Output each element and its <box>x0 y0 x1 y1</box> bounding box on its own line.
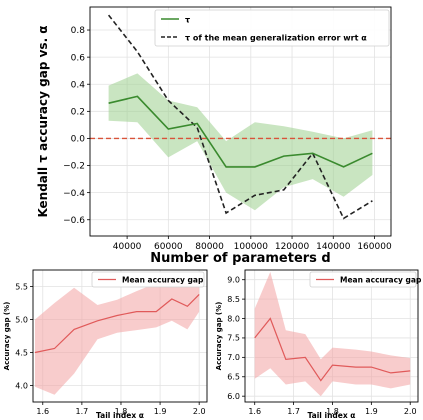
x-axis-label: Tail index α <box>308 411 356 420</box>
y-tick-label: 0.6 <box>71 53 86 63</box>
y-tick-label: −0.6 <box>63 216 85 226</box>
chart-panel-2: 1.6 1.7 1.8 1.9 2.0 4.0 4.5 5.0 5.5 Accuracy gap … <box>3 269 208 420</box>
y-axis-label: Accuracy gap (%) <box>3 302 11 371</box>
plot-area <box>254 271 411 397</box>
legend-box <box>309 271 417 288</box>
x-tick-label: 120000 <box>275 242 310 252</box>
y-tick-label: 5.0 <box>15 315 28 324</box>
y-tick-label: 7.0 <box>227 353 240 362</box>
x-tick-label: 60000 <box>154 242 183 252</box>
x-axis-label: Number of parameters d <box>150 251 331 266</box>
x-tick-label: 1.8 <box>326 407 339 416</box>
y-tick-label: −0.4 <box>63 189 85 199</box>
x-tick-label: 1.6 <box>248 407 261 416</box>
y-axis-label: Accuracy gap (%) <box>215 302 223 371</box>
y-tick-label: 6.0 <box>227 392 240 401</box>
series-line-2 <box>107 14 373 220</box>
legend-box <box>154 9 390 47</box>
y-tick-label: 4.5 <box>15 348 28 357</box>
chart-panel-1: 40000 60000 80000 100000 120000 140000 160000 −… <box>36 6 392 266</box>
x-tick-label: 1.6 <box>36 407 49 416</box>
y-tick-label: 0.8 <box>71 26 86 36</box>
series-line-1 <box>108 95 373 168</box>
chart-panel-3: 1.6 1.7 1.8 1.9 2.0 6.0 6.5 7.0 7.5 8.0 8.5 9.0 Accu… <box>215 269 422 420</box>
plot-area <box>34 278 200 395</box>
x-tick-label: 1.7 <box>76 407 89 416</box>
legend: Mean accuracy gap <box>309 271 422 288</box>
legend-entry-2: τ of the mean generalization error wrt α <box>185 34 367 43</box>
series-line-1 <box>254 317 411 382</box>
x-axis-label: Tail index α <box>96 411 144 420</box>
legend-box <box>91 271 205 288</box>
y-tick-label: 7.5 <box>227 334 240 343</box>
y-tick-label: 0.2 <box>71 107 85 117</box>
y-tick-label: 9.0 <box>227 276 240 285</box>
y-tick-label: 8.0 <box>227 314 240 323</box>
x-tick-label: 140000 <box>316 242 351 252</box>
y-tick-label: 4.0 <box>15 381 28 390</box>
series-line-1 <box>34 293 200 354</box>
y-tick-label: 5.5 <box>15 282 28 291</box>
y-tick-label: 8.5 <box>227 295 240 304</box>
x-tick-label: 100000 <box>234 242 269 252</box>
legend-entry-1: τ <box>185 16 190 25</box>
x-tick-label: 40000 <box>113 242 142 252</box>
axes-frame <box>89 6 392 237</box>
legend-entry-1: Mean accuracy gap <box>340 275 422 284</box>
legend: τ τ of the mean generalization error wrt … <box>154 9 390 47</box>
x-tick-label: 1.8 <box>115 407 128 416</box>
confidence-band <box>35 278 200 395</box>
x-tick-label: 1.9 <box>365 407 378 416</box>
y-tick-label: 0.4 <box>71 80 86 90</box>
axes-frame <box>32 269 208 403</box>
x-tick-label: 2.0 <box>193 407 206 416</box>
confidence-band <box>108 73 373 211</box>
y-axis-label: Kendall τ accuracy gap vs. α <box>36 25 50 217</box>
x-tick-label: 80000 <box>195 242 224 252</box>
x-tick-label: 1.7 <box>287 407 300 416</box>
y-tick-label: 0.0 <box>71 135 86 145</box>
confidence-band <box>254 271 411 397</box>
x-tick-label: 2.0 <box>404 407 417 416</box>
y-tick-label: −0.2 <box>63 162 85 172</box>
x-tick-label: 1.9 <box>154 407 167 416</box>
y-tick-label: 6.5 <box>227 373 240 382</box>
axes-frame <box>244 269 419 403</box>
legend-entry-1: Mean accuracy gap <box>122 275 204 284</box>
legend: Mean accuracy gap <box>91 271 205 288</box>
x-tick-label: 160000 <box>357 242 392 252</box>
plot-area <box>90 14 391 220</box>
